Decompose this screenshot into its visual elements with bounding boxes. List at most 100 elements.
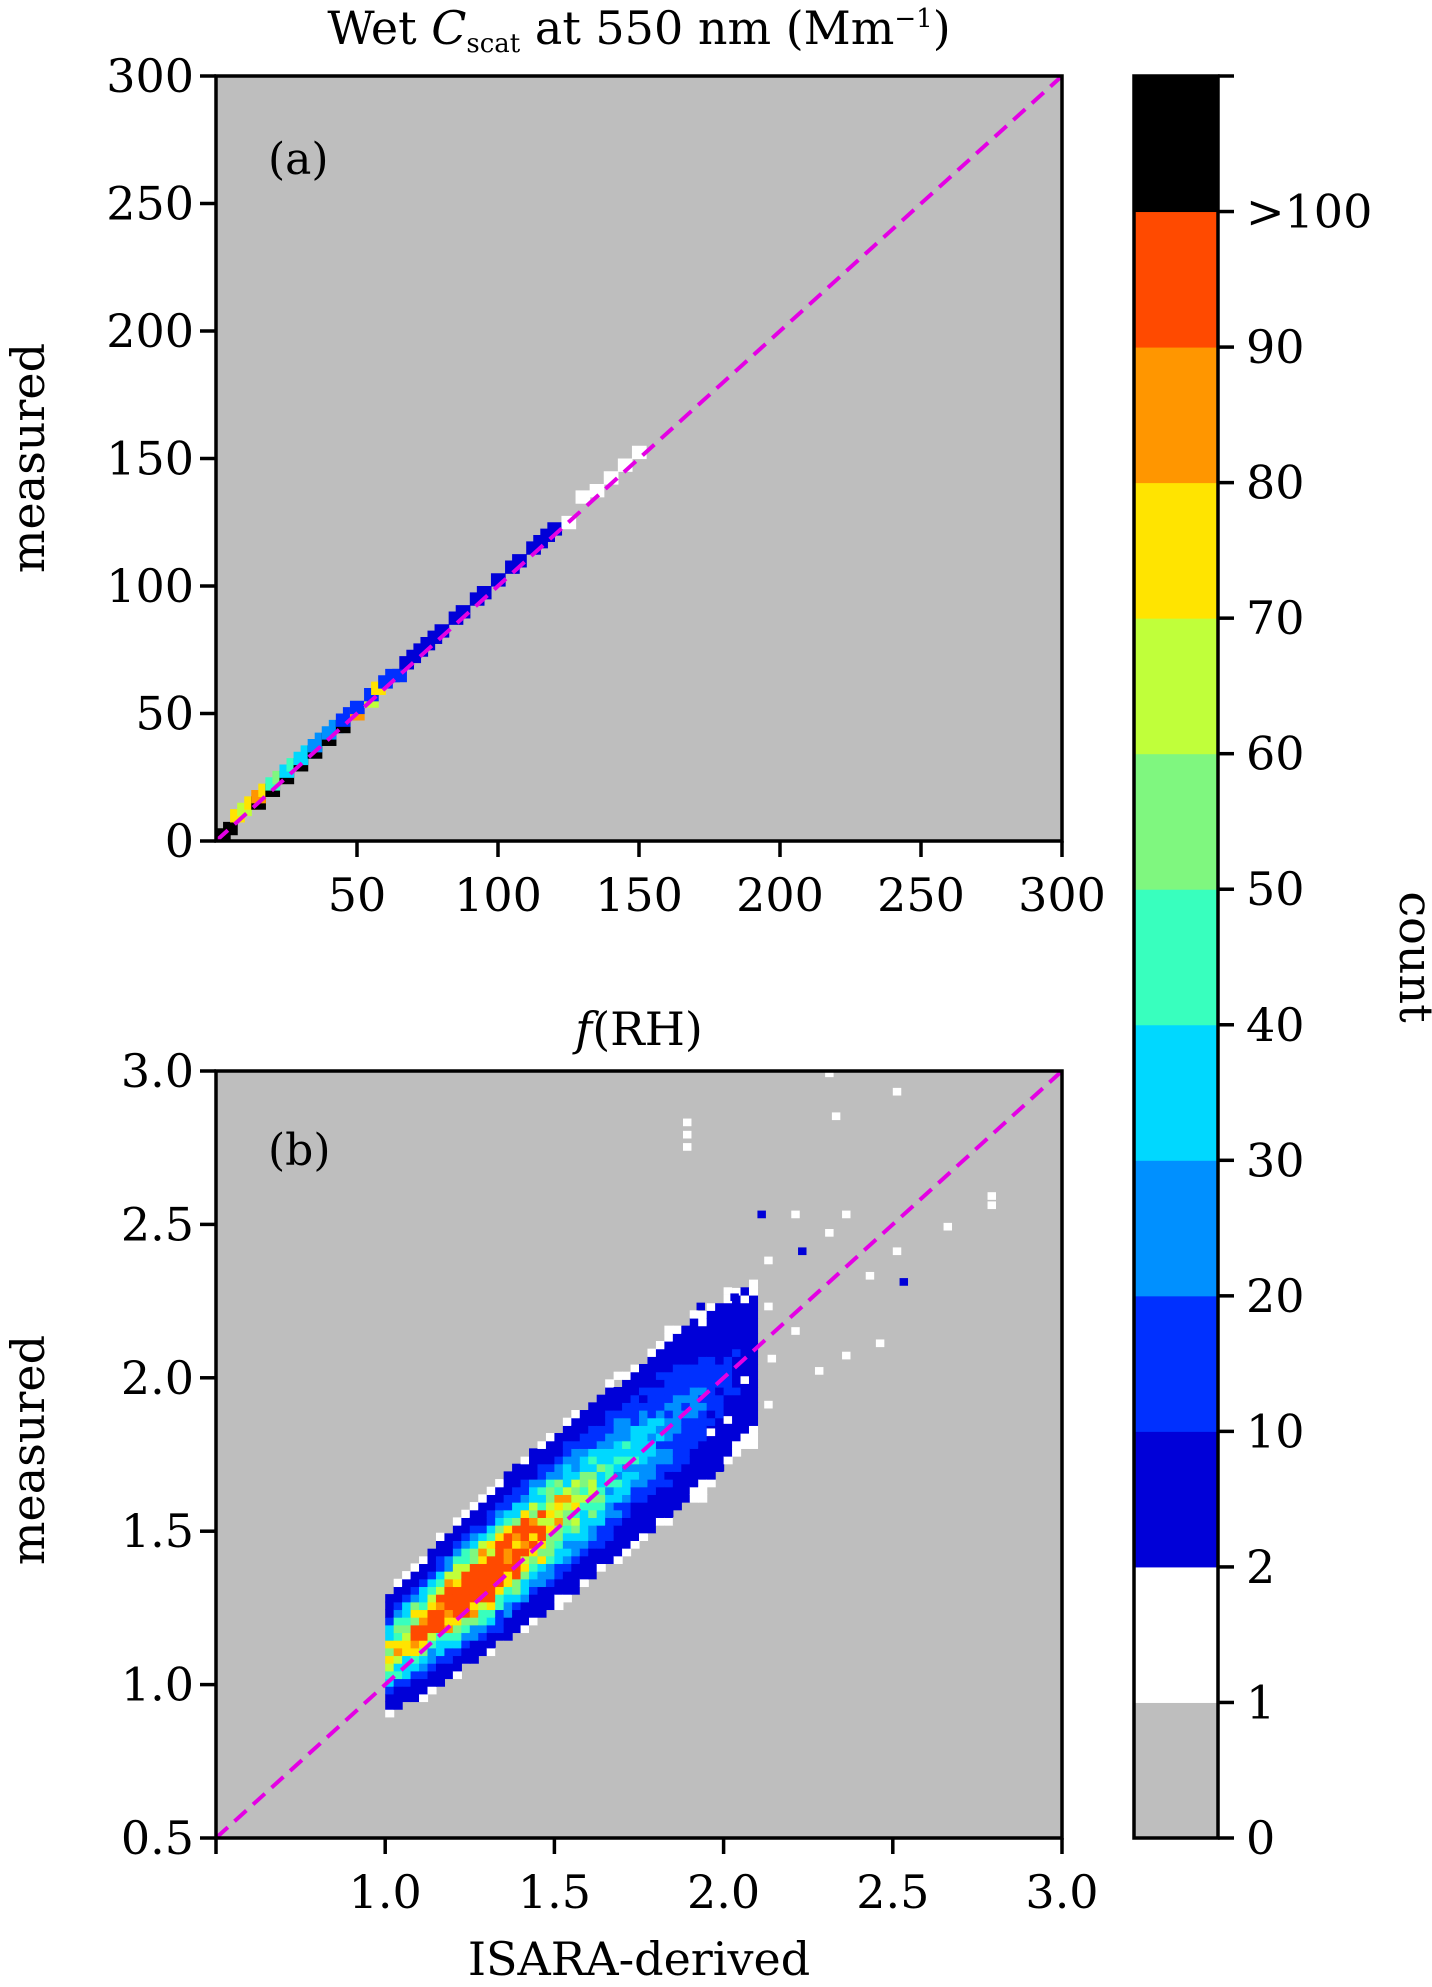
heatmap-cell: [655, 1471, 665, 1480]
heatmap-cell: [393, 1586, 403, 1595]
heatmap-cell: [588, 1563, 598, 1572]
heatmap-cell: [596, 1456, 606, 1465]
heatmap-cell: [596, 1502, 606, 1511]
heatmap-cell: [503, 1555, 513, 1565]
heatmap-cell: [681, 1425, 691, 1434]
heatmap-cell: [655, 1402, 665, 1411]
heatmap-cell: [461, 1571, 471, 1580]
heatmap-cell: [698, 1410, 708, 1419]
heatmap-cell: [402, 1578, 412, 1588]
heatmap-cell: [512, 1609, 522, 1618]
heatmap-cell: [385, 1647, 395, 1657]
heatmap-cell: [740, 1387, 750, 1396]
heatmap-cell: [630, 1486, 640, 1495]
heatmap-cell: [748, 1325, 759, 1334]
heatmap-cell: [732, 1279, 742, 1288]
heatmap-cell: [655, 1494, 665, 1503]
heatmap-cell: [444, 1540, 454, 1549]
heatmap-cell: [664, 1394, 674, 1403]
heatmap-cell: [385, 1655, 395, 1664]
heatmap-cell: [537, 1494, 547, 1503]
heatmap-cell: [706, 1394, 716, 1403]
heatmap-cell: [655, 1387, 665, 1396]
heatmap-cell: [495, 1479, 505, 1488]
heatmap-cell: [706, 1410, 716, 1419]
heatmap-cell: [410, 1624, 420, 1634]
heatmap-cell: [732, 1402, 742, 1411]
heatmap-cell: [892, 1087, 902, 1096]
heatmap-cell: [410, 1686, 420, 1695]
heatmap-cell: [613, 1525, 623, 1534]
heatmap-cell: [435, 1647, 446, 1657]
heatmap-cell: [579, 1532, 589, 1542]
y-tick-label: 0: [165, 814, 194, 868]
heatmap-cell: [435, 1540, 446, 1549]
heatmap-cell: [605, 1410, 615, 1419]
heatmap-cell: [613, 1548, 623, 1557]
heatmap-cell: [503, 1486, 513, 1495]
heatmap-cell: [715, 1417, 725, 1426]
heatmap-cell: [588, 1417, 598, 1426]
heatmap-cell: [596, 1555, 606, 1565]
heatmap-cell: [664, 1371, 674, 1380]
heatmap-cell: [393, 1693, 403, 1703]
heatmap-cell: [529, 1463, 539, 1472]
heatmap-cell: [723, 1440, 733, 1449]
heatmap-cell: [748, 1348, 759, 1357]
colorbar-block: [1134, 889, 1218, 1026]
heatmap-cell: [647, 1417, 657, 1426]
heatmap-cell: [672, 1333, 682, 1342]
heatmap-cell: [689, 1471, 699, 1480]
heatmap-cell: [469, 1540, 479, 1549]
heatmap-cell: [748, 1302, 759, 1311]
heatmap-cell: [639, 1417, 649, 1426]
heatmap-cell: [613, 1371, 623, 1380]
heatmap-cell: [689, 1340, 699, 1350]
heatmap-cell: [588, 1571, 598, 1580]
colorbar-tick-label: 10: [1246, 1404, 1305, 1458]
heatmap-cell: [698, 1379, 708, 1388]
heatmap-cell: [672, 1402, 682, 1411]
heatmap-cell: [630, 1363, 640, 1373]
colorbar-block: [1134, 1431, 1218, 1568]
heatmap-cell: [664, 1410, 674, 1419]
heatmap-cell: [393, 1655, 403, 1664]
heatmap-cell: [410, 1632, 420, 1641]
heatmap-cell: [706, 1302, 716, 1311]
colorbar-ticks: 0 1 2 10 20 30 40 50 60 70 80 90 >100: [1218, 74, 1372, 1865]
heatmap-cell: [562, 1417, 572, 1426]
heatmap-cell: [452, 1578, 462, 1588]
heatmap-cell: [588, 1425, 598, 1434]
heatmap-cell: [452, 1563, 462, 1572]
heatmap-cell: [554, 1601, 564, 1611]
heatmap-cell: [579, 1578, 589, 1588]
heatmap-cell: [461, 1532, 471, 1542]
heatmap-cell: [461, 1640, 471, 1649]
heatmap-cell: [723, 1340, 733, 1350]
heatmap-cell: [706, 1348, 716, 1357]
heatmap-cell: [579, 1440, 589, 1449]
heatmap-cell: [689, 1379, 699, 1388]
heatmap-cell: [554, 1548, 564, 1557]
heatmap-cell: [571, 1433, 581, 1442]
heatmap-cell: [740, 1425, 750, 1434]
heatmap-cell: [529, 1471, 539, 1480]
heatmap-cell: [435, 1670, 446, 1680]
heatmap-cell: [349, 700, 365, 715]
heatmap-cell: [689, 1410, 699, 1419]
heatmap-cell: [537, 1601, 547, 1611]
x-tick-label: 1.0: [349, 1865, 422, 1919]
heatmap-cell: [512, 1540, 522, 1549]
heatmap-cell: [672, 1425, 682, 1434]
heatmap-cell: [562, 1532, 572, 1542]
heatmap-cell: [537, 1548, 547, 1557]
heatmap-cell: [444, 1555, 454, 1565]
heatmap-cell: [748, 1417, 759, 1426]
heatmap-cell: [452, 1601, 462, 1611]
heatmap-cell: [639, 1509, 649, 1518]
heatmap-cell: [512, 1532, 522, 1542]
heatmap-cell: [545, 1525, 555, 1534]
heatmap-cell: [520, 1463, 530, 1472]
colorbar: 0 1 2 10 20 30 40 50 60 70 80 90 >100 count: [1132, 74, 1432, 1865]
heatmap-cell: [588, 1433, 598, 1442]
